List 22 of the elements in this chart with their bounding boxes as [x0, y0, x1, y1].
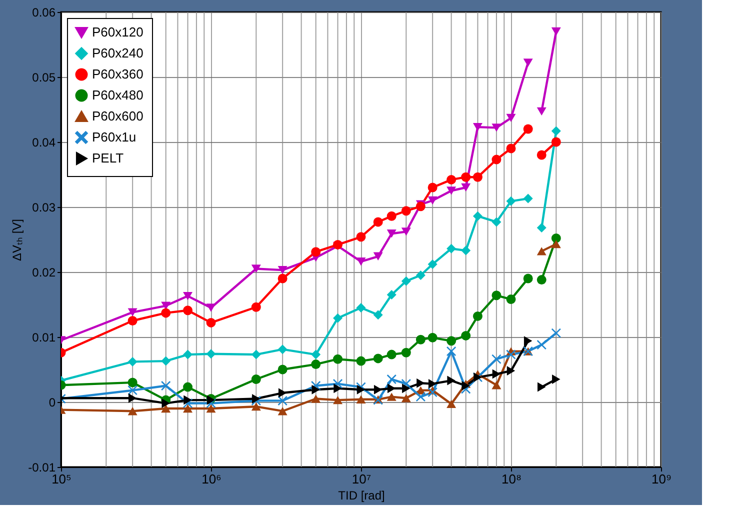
x-tick-label: 10⁵ — [52, 472, 72, 486]
y-tick-label: 0 — [48, 396, 56, 410]
legend-label: P60x240 — [92, 46, 144, 60]
legend-label: P60x1u — [92, 130, 136, 144]
legend-label: P60x480 — [92, 88, 144, 102]
x-tick-label: 10⁷ — [352, 472, 372, 486]
y-tick-label: 0.06 — [32, 6, 56, 20]
y-tick-label: 0.04 — [32, 136, 56, 150]
legend-label: P60x120 — [92, 24, 144, 40]
x-axis-title: TID [rad] — [338, 488, 385, 502]
x-tick-label: 10⁶ — [202, 472, 222, 486]
y-axis-title: ΔVₜₕ [V] — [10, 218, 24, 262]
y-tick-label: 0.02 — [32, 266, 56, 280]
legend-label: PELT — [92, 150, 124, 166]
x-tick-label: 10⁹ — [651, 472, 672, 486]
legend-label: P60x600 — [92, 108, 144, 124]
y-tick-label: -0.01 — [28, 460, 56, 474]
legend-label: P60x360 — [92, 66, 144, 82]
y-tick-label: 0.05 — [32, 70, 56, 84]
x-tick-label: 10⁸ — [502, 472, 522, 486]
y-tick-label: 0.03 — [32, 200, 56, 214]
y-tick-label: 0.01 — [32, 330, 56, 344]
